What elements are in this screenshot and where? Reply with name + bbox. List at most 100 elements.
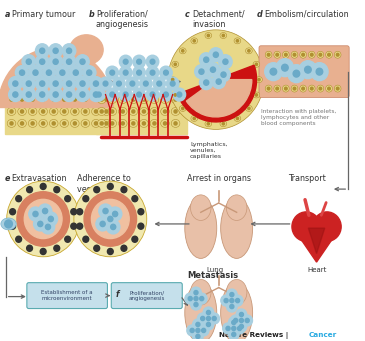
Circle shape bbox=[49, 77, 62, 91]
Ellipse shape bbox=[191, 280, 211, 305]
Circle shape bbox=[157, 81, 162, 86]
Text: d: d bbox=[257, 10, 263, 19]
Circle shape bbox=[293, 87, 296, 90]
Circle shape bbox=[40, 183, 46, 190]
Circle shape bbox=[204, 80, 209, 85]
Text: f: f bbox=[115, 290, 119, 299]
Ellipse shape bbox=[334, 85, 341, 92]
Circle shape bbox=[239, 324, 243, 328]
Circle shape bbox=[66, 59, 72, 64]
Circle shape bbox=[245, 318, 249, 323]
Circle shape bbox=[191, 293, 201, 304]
Circle shape bbox=[191, 299, 201, 310]
Circle shape bbox=[177, 92, 182, 97]
Circle shape bbox=[111, 110, 114, 113]
Circle shape bbox=[204, 57, 209, 62]
Circle shape bbox=[77, 209, 82, 215]
Circle shape bbox=[206, 63, 220, 77]
Circle shape bbox=[236, 117, 239, 120]
Circle shape bbox=[35, 44, 49, 58]
Circle shape bbox=[41, 220, 55, 234]
Circle shape bbox=[239, 312, 243, 316]
Circle shape bbox=[77, 223, 82, 229]
Ellipse shape bbox=[81, 95, 90, 104]
Circle shape bbox=[200, 53, 213, 67]
Circle shape bbox=[95, 122, 97, 125]
Circle shape bbox=[222, 34, 224, 37]
FancyBboxPatch shape bbox=[96, 94, 187, 134]
Circle shape bbox=[35, 88, 49, 102]
Circle shape bbox=[230, 315, 241, 326]
Circle shape bbox=[258, 78, 260, 81]
Polygon shape bbox=[308, 228, 325, 254]
Ellipse shape bbox=[308, 51, 315, 58]
Ellipse shape bbox=[191, 115, 197, 121]
Circle shape bbox=[121, 187, 127, 193]
Text: Establishment of a
microenvironment: Establishment of a microenvironment bbox=[41, 290, 93, 301]
Circle shape bbox=[212, 316, 216, 321]
Circle shape bbox=[9, 77, 22, 91]
Circle shape bbox=[137, 70, 142, 75]
Text: Interaction with platelets,
lymphocytes and other
blood components: Interaction with platelets, lymphocytes … bbox=[261, 109, 336, 126]
Circle shape bbox=[328, 87, 330, 90]
Ellipse shape bbox=[39, 95, 47, 104]
Circle shape bbox=[164, 110, 166, 113]
Ellipse shape bbox=[49, 107, 58, 116]
Circle shape bbox=[9, 88, 22, 102]
Circle shape bbox=[66, 48, 72, 54]
Circle shape bbox=[222, 122, 224, 125]
Ellipse shape bbox=[60, 119, 69, 128]
Circle shape bbox=[123, 70, 128, 75]
Circle shape bbox=[276, 53, 278, 56]
Circle shape bbox=[234, 318, 238, 323]
Circle shape bbox=[133, 88, 145, 101]
Circle shape bbox=[236, 315, 247, 326]
Circle shape bbox=[99, 77, 112, 90]
Circle shape bbox=[132, 196, 138, 202]
Circle shape bbox=[123, 92, 128, 97]
Circle shape bbox=[227, 301, 237, 312]
Ellipse shape bbox=[291, 85, 298, 92]
Circle shape bbox=[107, 249, 113, 254]
Circle shape bbox=[73, 70, 78, 75]
Ellipse shape bbox=[108, 119, 116, 128]
Circle shape bbox=[336, 53, 339, 56]
Circle shape bbox=[166, 77, 179, 90]
Circle shape bbox=[227, 295, 237, 306]
Circle shape bbox=[230, 293, 234, 297]
Circle shape bbox=[44, 212, 58, 226]
Circle shape bbox=[71, 209, 77, 215]
Circle shape bbox=[94, 187, 100, 193]
Text: Detachment/
invasion: Detachment/ invasion bbox=[192, 10, 245, 29]
Ellipse shape bbox=[1, 218, 16, 230]
Circle shape bbox=[142, 110, 145, 113]
Circle shape bbox=[16, 196, 22, 202]
Circle shape bbox=[194, 297, 198, 301]
FancyBboxPatch shape bbox=[27, 283, 107, 309]
Circle shape bbox=[84, 122, 87, 125]
Circle shape bbox=[130, 81, 135, 86]
Circle shape bbox=[132, 110, 135, 113]
Circle shape bbox=[13, 81, 18, 86]
Circle shape bbox=[207, 316, 211, 321]
Text: Adherence to
vessel wall: Adherence to vessel wall bbox=[77, 174, 131, 194]
Ellipse shape bbox=[150, 107, 159, 116]
Circle shape bbox=[100, 221, 105, 226]
Circle shape bbox=[26, 81, 31, 86]
Circle shape bbox=[132, 98, 135, 101]
Circle shape bbox=[207, 122, 210, 125]
Circle shape bbox=[63, 110, 66, 113]
Circle shape bbox=[139, 77, 152, 90]
Circle shape bbox=[123, 59, 128, 64]
Circle shape bbox=[66, 92, 72, 97]
Ellipse shape bbox=[185, 283, 217, 341]
Circle shape bbox=[29, 207, 42, 221]
Circle shape bbox=[104, 212, 117, 226]
Ellipse shape bbox=[169, 77, 176, 83]
Circle shape bbox=[242, 315, 253, 326]
Ellipse shape bbox=[191, 195, 211, 220]
Circle shape bbox=[43, 208, 48, 214]
Circle shape bbox=[103, 208, 108, 214]
Text: Transport: Transport bbox=[288, 174, 326, 183]
Circle shape bbox=[15, 66, 29, 79]
